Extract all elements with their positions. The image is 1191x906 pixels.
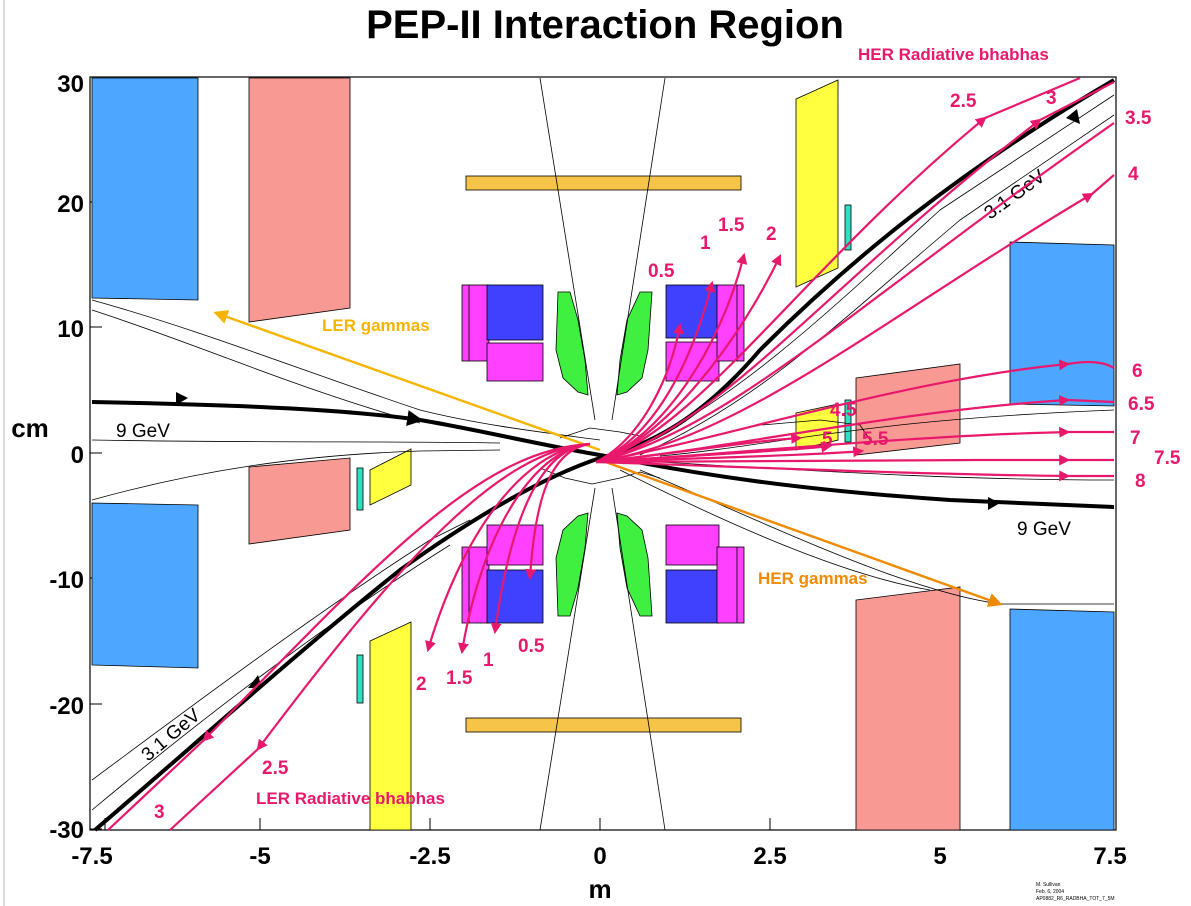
b1-magnet-indigo [486, 284, 544, 341]
mask-green [555, 512, 589, 617]
quad-magnet-salmon [855, 586, 961, 831]
x-tick-label: 0 [593, 843, 606, 870]
her-radiative-rays [595, 76, 1115, 482]
mask-green [616, 291, 653, 396]
y-tick-label: 10 [57, 316, 84, 343]
her-ray-label: 1 [700, 233, 711, 254]
x-axis-title: m [588, 874, 611, 904]
x-tick-label: -2.5 [409, 843, 450, 870]
b1-magnet-indigo [486, 569, 544, 624]
b1-magnet-indigo [665, 569, 720, 624]
mask-green [555, 291, 589, 396]
ler-ray-label: 1.5 [446, 668, 473, 689]
quad-magnet-salmon [855, 363, 961, 456]
her-ray-label: 6.5 [1128, 394, 1155, 415]
beam-arrowhead [176, 392, 188, 405]
her-gamma-arrow [599, 458, 1003, 607]
her-radiative-heading: HER Radiative bhabhas [858, 45, 1049, 64]
ler-radiative-heading: LER Radiative bhabhas [256, 789, 445, 808]
quad-magnet-salmon [248, 77, 351, 323]
beam-arrowhead [988, 497, 1000, 510]
support-tube [465, 717, 742, 733]
b1-magnet-magenta [716, 546, 745, 624]
ler-ray-label: 1 [483, 650, 494, 671]
her-ray-label: 5.5 [862, 429, 889, 450]
ler-gamma-label: LER gammas [322, 316, 430, 335]
her-ray-label: 8 [1135, 471, 1146, 492]
quad-magnet-blue [91, 77, 199, 301]
credit-file: AP0882_R6_RADBHA_TOT_7_5M [1036, 896, 1115, 902]
x-tick-label: -7.5 [71, 843, 112, 870]
y-tick-label: -20 [49, 693, 84, 720]
x-tick-label: 7.5 [1093, 843, 1126, 870]
beam-label-her-out: 9 GeV [1017, 519, 1071, 540]
her-ray-label: 3 [1046, 88, 1057, 109]
beam-arrowhead [1066, 109, 1080, 124]
small-mask-cyan [844, 204, 852, 251]
b1-magnet-indigo [665, 284, 720, 339]
quad-magnet-blue [1009, 241, 1115, 407]
x-tick-label: 5 [933, 843, 946, 870]
quad-magnet-blue [1009, 608, 1115, 831]
page-title: PEP-II Interaction Region [366, 3, 844, 47]
ler-radiative-rays [107, 442, 591, 831]
ler-ray-label: 2.5 [262, 758, 289, 779]
support-tube [465, 175, 742, 191]
her-ray-label: 7 [1130, 428, 1141, 449]
x-tick-label: 2.5 [753, 843, 786, 870]
y-tick-label: -30 [49, 817, 84, 844]
y-tick-label: 0 [71, 442, 84, 469]
quad-magnet-blue [91, 502, 199, 669]
her-ray-label: 5 [822, 429, 833, 450]
y-tick-label: 30 [57, 71, 84, 98]
mask-yellow [795, 79, 839, 288]
ler-ray-label: 2 [416, 674, 427, 695]
b1-magnet-magenta [486, 342, 544, 382]
her-gamma-label: HER gammas [758, 569, 868, 588]
her-ray-label: 3.5 [1125, 108, 1152, 129]
her-ray-label: 7.5 [1154, 448, 1181, 469]
beam-label-ler-lower: 3.1 GeV [138, 705, 205, 766]
her-ray-label: 1.5 [718, 215, 745, 236]
mask-yellow [369, 621, 412, 831]
beam-her-incoming [91, 400, 601, 457]
b1-magnet-magenta [665, 524, 720, 566]
mask-green [616, 512, 653, 617]
small-mask-cyan [356, 654, 364, 704]
y-tick-label: -10 [49, 567, 84, 594]
small-mask-cyan [356, 467, 364, 511]
y-tick-label: 20 [57, 191, 84, 218]
credit-date: Feb. 6, 2004 [1036, 889, 1064, 895]
her-ray-label: 2 [766, 224, 777, 245]
ler-ray-label: 3 [154, 802, 165, 823]
y-axis-title: cm [11, 413, 49, 443]
her-ray-label: 2.5 [950, 91, 977, 112]
quad-magnet-salmon [248, 457, 351, 545]
her-ray-label: 4 [1128, 164, 1139, 185]
mask-yellow [369, 448, 412, 506]
x-tick-label: -5 [249, 843, 270, 870]
her-ray-label: 4.5 [830, 400, 857, 421]
ler-gamma-arrow [213, 310, 601, 452]
small-mask-cyan [844, 399, 852, 443]
her-ray-label: 6 [1132, 361, 1143, 382]
b1-magnet-magenta [461, 546, 490, 624]
her-ray-label: 0.5 [648, 261, 675, 282]
beam-label-her-in: 9 GeV [116, 421, 170, 442]
beam-ler [93, 78, 1116, 832]
credit-author: M. Sullivan [1036, 882, 1061, 888]
b1-magnet-magenta [461, 284, 490, 362]
ler-ray-label: 0.5 [518, 636, 545, 657]
